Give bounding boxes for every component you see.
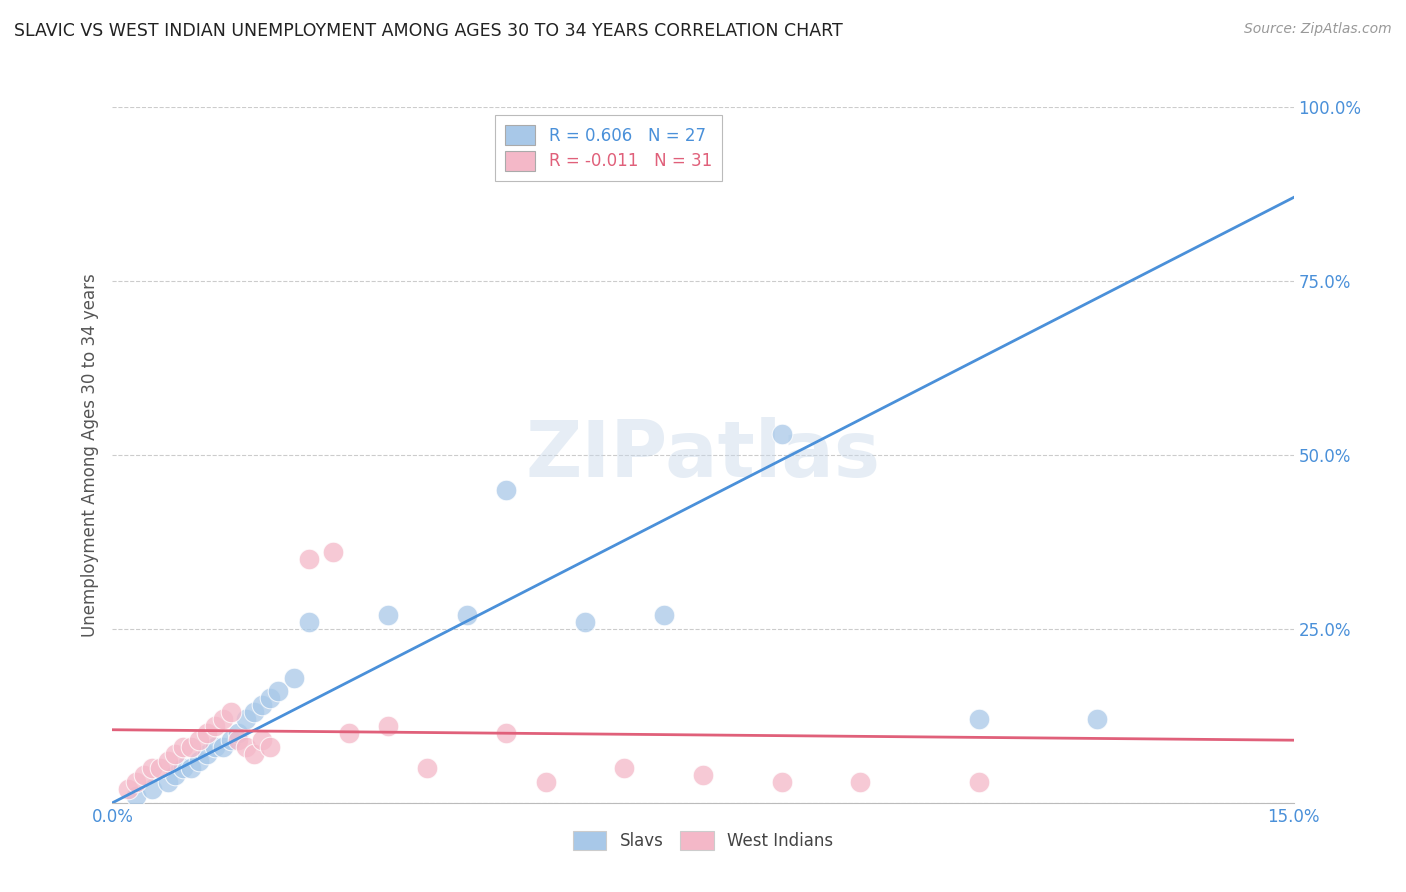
Point — [243, 706, 266, 720]
Point — [180, 740, 202, 755]
Point — [243, 747, 266, 761]
Point — [337, 726, 360, 740]
Point — [156, 775, 179, 789]
Point — [1085, 712, 1108, 726]
Point — [770, 775, 793, 789]
Point — [125, 775, 148, 789]
Point — [456, 607, 478, 622]
Point — [165, 768, 187, 782]
Point — [219, 733, 242, 747]
Point — [188, 733, 211, 747]
Point — [967, 712, 990, 726]
Point — [259, 740, 281, 755]
Point — [188, 754, 211, 768]
Point — [195, 747, 218, 761]
Point — [259, 691, 281, 706]
Point — [165, 747, 187, 761]
Text: SLAVIC VS WEST INDIAN UNEMPLOYMENT AMONG AGES 30 TO 34 YEARS CORRELATION CHART: SLAVIC VS WEST INDIAN UNEMPLOYMENT AMONG… — [14, 22, 842, 40]
Point — [132, 768, 155, 782]
Point — [267, 684, 290, 698]
Point — [228, 733, 250, 747]
Point — [416, 761, 439, 775]
Point — [149, 761, 172, 775]
Point — [495, 483, 517, 497]
Point — [298, 552, 321, 566]
Point — [125, 789, 148, 803]
Text: Source: ZipAtlas.com: Source: ZipAtlas.com — [1244, 22, 1392, 37]
Point — [967, 775, 990, 789]
Legend: Slavs, West Indians: Slavs, West Indians — [567, 824, 839, 857]
Point — [322, 545, 344, 559]
Point — [219, 706, 242, 720]
Point — [770, 427, 793, 442]
Point — [141, 761, 163, 775]
Point — [250, 698, 273, 713]
Point — [211, 740, 233, 755]
Point — [574, 615, 596, 629]
Point — [180, 761, 202, 775]
Point — [204, 740, 226, 755]
Point — [283, 671, 305, 685]
Point — [534, 775, 557, 789]
Point — [172, 761, 194, 775]
Point — [235, 712, 257, 726]
Point — [692, 768, 714, 782]
Text: ZIPatlas: ZIPatlas — [526, 417, 880, 493]
Point — [613, 761, 636, 775]
Point — [849, 775, 872, 789]
Point — [495, 726, 517, 740]
Point — [652, 607, 675, 622]
Point — [235, 740, 257, 755]
Point — [211, 712, 233, 726]
Point — [377, 607, 399, 622]
Y-axis label: Unemployment Among Ages 30 to 34 years: Unemployment Among Ages 30 to 34 years — [80, 273, 98, 637]
Point — [117, 781, 139, 796]
Point — [156, 754, 179, 768]
Point — [195, 726, 218, 740]
Point — [141, 781, 163, 796]
Point — [377, 719, 399, 733]
Point — [298, 615, 321, 629]
Point — [250, 733, 273, 747]
Point — [172, 740, 194, 755]
Point — [204, 719, 226, 733]
Point — [228, 726, 250, 740]
